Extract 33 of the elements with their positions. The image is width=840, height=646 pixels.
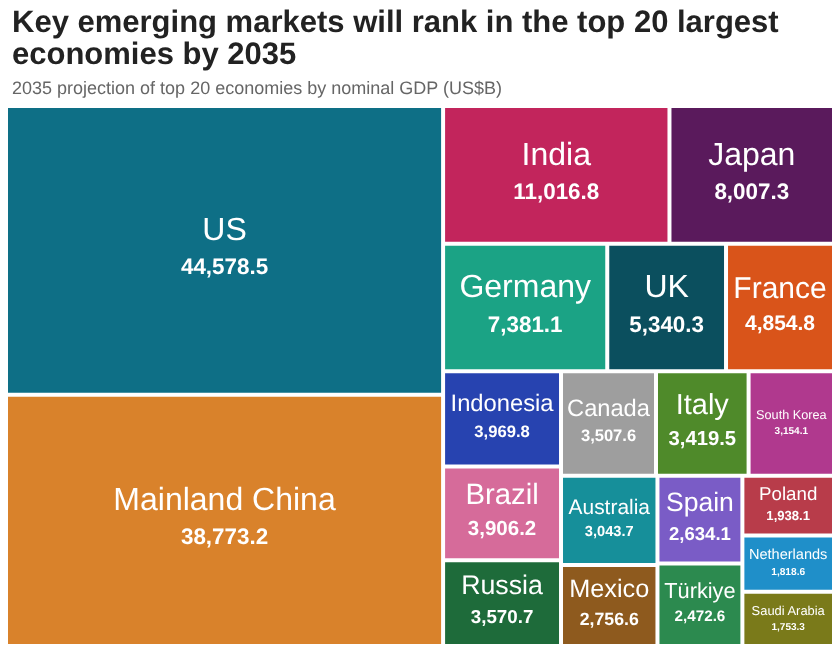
data-label: 3,419.5 bbox=[668, 429, 737, 452]
data-label: 5,340.3 bbox=[629, 313, 704, 338]
category-label: Canada bbox=[567, 393, 651, 422]
category-label: Spain bbox=[666, 487, 734, 517]
category-label: Australia bbox=[568, 497, 651, 520]
category-label: US bbox=[202, 214, 247, 249]
data-label: 11,016.8 bbox=[513, 181, 600, 205]
text: 2035 projection of top 20 economies by nominal GDP (US$B) bbox=[12, 78, 504, 98]
category-label: Mexico bbox=[569, 575, 650, 604]
category-label: Poland bbox=[759, 483, 818, 504]
data-label: 38,773.2 bbox=[180, 526, 269, 551]
data-label: 2,634.1 bbox=[669, 523, 731, 544]
category-label: Brazil bbox=[465, 479, 539, 512]
category-label: Italy bbox=[675, 390, 731, 423]
data-label: 8,007.3 bbox=[714, 181, 790, 205]
category-label: Russia bbox=[461, 570, 545, 601]
data-label: 44,578.5 bbox=[180, 256, 269, 281]
data-label: 3,570.7 bbox=[470, 607, 534, 628]
category-label: India bbox=[521, 138, 592, 173]
category-label: Japan bbox=[708, 138, 796, 173]
data-label: 4,854.8 bbox=[744, 312, 816, 337]
category-label: UK bbox=[644, 271, 690, 306]
data-label: 3,906.2 bbox=[467, 519, 537, 542]
category-label: Türkiye bbox=[664, 579, 736, 604]
category-label: France bbox=[733, 271, 827, 306]
data-label: 3,507.6 bbox=[580, 427, 637, 446]
data-label: 3,969.8 bbox=[474, 420, 531, 441]
category-label: Mainland China bbox=[113, 484, 336, 519]
category-label: Germany bbox=[459, 271, 591, 306]
category-label: Indonesia bbox=[450, 389, 555, 418]
data-label: 7,381.1 bbox=[487, 313, 563, 338]
data-label: 2,756.6 bbox=[579, 608, 639, 629]
text: Key emerging markets will rank in the top 20 largest economies by 2035 bbox=[12, 6, 781, 72]
